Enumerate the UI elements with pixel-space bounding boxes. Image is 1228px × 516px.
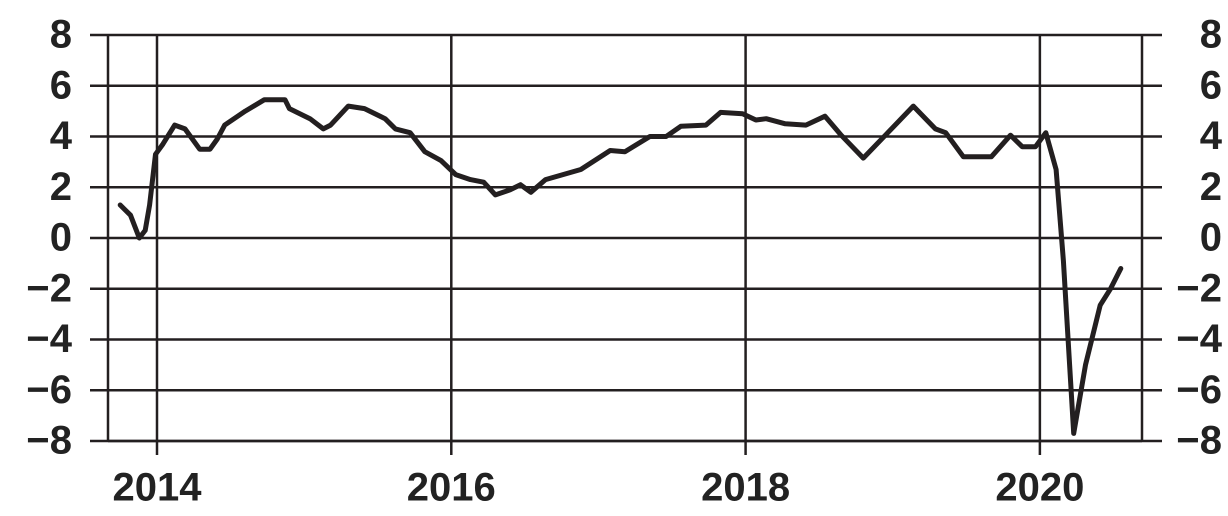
y-tick-label: 6 [50,63,72,107]
y2-tick-label: 2 [1200,165,1222,209]
x-tick-label: 2016 [407,466,496,510]
y-tick-label: 4 [50,114,73,158]
y-tick-label: 8 [50,13,72,57]
x-tick-label: 2020 [995,466,1084,510]
data-line [117,97,1124,436]
y-tick-label: −8 [26,419,72,463]
y2-tick-label: −4 [1176,317,1222,361]
y-tick-label: 2 [50,165,72,209]
y2-tick-label: 6 [1200,63,1222,107]
y-tick-label: −6 [26,368,72,412]
y-tick-label: 0 [50,216,72,260]
y2-tick-label: 8 [1200,13,1222,57]
y-tick-label: −2 [26,266,72,310]
y2-tick-label: 0 [1200,216,1222,260]
y2-tick-label: −2 [1176,266,1222,310]
y2-tick-label: −6 [1176,368,1222,412]
y-tick-label: −4 [26,317,72,361]
x-tick-label: 2014 [113,466,203,510]
y2-tick-label: −8 [1176,419,1222,463]
y2-tick-label: 4 [1200,114,1223,158]
x-tick-label: 2018 [701,466,790,510]
